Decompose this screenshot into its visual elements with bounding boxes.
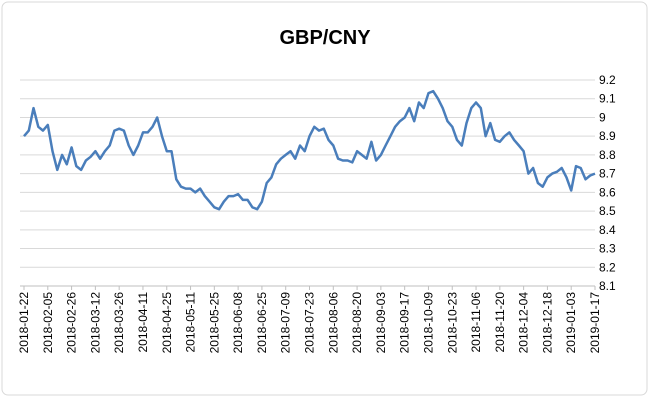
y-tick-label: 8.4 — [599, 223, 616, 237]
y-tick-label: 8.7 — [599, 167, 616, 181]
x-tick-label: 2019-01-17 — [588, 292, 602, 354]
x-tick-label: 2018-09-03 — [374, 292, 388, 354]
x-tick-label: 2018-04-25 — [160, 292, 174, 354]
x-tick-label: 2018-07-09 — [279, 292, 293, 354]
x-tick-label: 2018-03-26 — [112, 292, 126, 354]
y-tick-label: 8.9 — [599, 129, 616, 143]
x-tick-label: 2018-02-26 — [65, 292, 79, 354]
y-tick-label: 8.8 — [599, 148, 616, 162]
x-tick-label: 2018-08-06 — [326, 292, 340, 354]
x-tick-label: 2018-05-25 — [207, 292, 221, 354]
y-tick-label: 8.1 — [599, 279, 616, 293]
x-tick-label: 2018-11-06 — [469, 292, 483, 353]
y-tick-label: 8.2 — [599, 260, 616, 274]
x-tick-label: 2018-02-05 — [41, 292, 55, 354]
x-tick-label: 2018-06-25 — [255, 292, 269, 354]
y-tick-label: 9.2 — [599, 73, 616, 87]
data-line — [23, 89, 596, 211]
x-tick-label: 2018-11-20 — [493, 292, 507, 353]
x-tick-label: 2019-01-03 — [564, 292, 578, 354]
y-tick-label: 8.6 — [599, 185, 616, 199]
x-tick-label: 2018-01-22 — [17, 292, 31, 354]
x-tick-label: 2018-03-12 — [88, 292, 102, 354]
chart-title: GBP/CNY — [279, 27, 371, 49]
x-tick-label: 2018-08-20 — [350, 292, 364, 354]
y-tick-label: 9.1 — [599, 92, 616, 106]
x-tick-label: 2018-12-18 — [540, 292, 554, 354]
y-tick-label: 8.5 — [599, 204, 616, 218]
x-tick-label: 2018-10-23 — [445, 292, 459, 354]
x-tick-label: 2018-04-11 — [136, 292, 150, 353]
x-tick-label: 2018-06-08 — [231, 292, 245, 354]
y-tick-label: 9 — [599, 110, 606, 124]
x-tick-label: 2018-09-17 — [398, 292, 412, 354]
x-tick-label: 2018-05-11 — [184, 292, 198, 353]
x-tick-label: 2018-07-23 — [303, 292, 317, 354]
x-tick-label: 2018-10-09 — [421, 292, 435, 354]
x-tick-label: 2018-12-04 — [517, 292, 531, 354]
y-tick-label: 8.3 — [599, 242, 616, 256]
chart-border — [1, 1, 648, 396]
